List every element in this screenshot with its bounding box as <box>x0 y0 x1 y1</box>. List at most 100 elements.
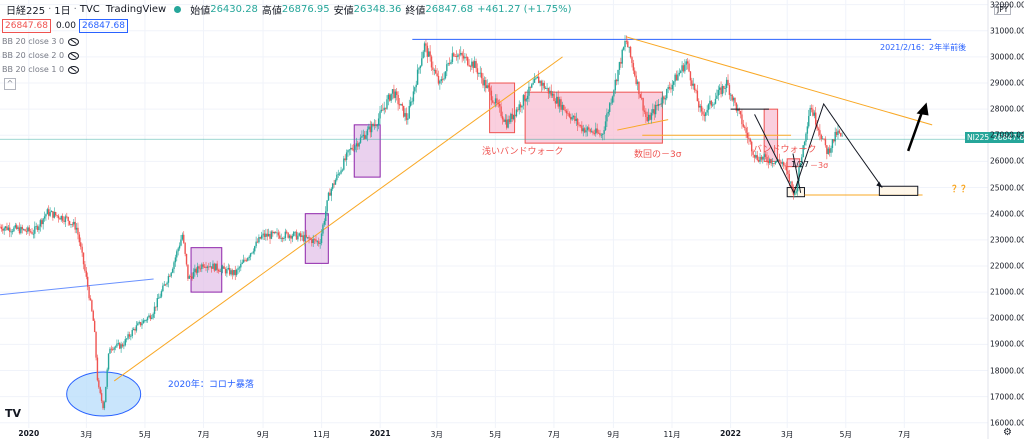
candle-body <box>496 98 498 104</box>
x-tick-label: 2022 <box>720 429 741 438</box>
candle-body <box>13 227 15 232</box>
indicator-bb-2[interactable]: BB 20 close 2 0 <box>2 51 80 60</box>
candle-body <box>742 124 745 127</box>
indicator-label: BB 20 close 3 0 <box>2 37 65 46</box>
candle-body <box>670 88 672 90</box>
candle-body <box>554 101 557 104</box>
gear-icon[interactable]: ⚙ <box>1003 427 1012 438</box>
candle-body <box>416 69 419 85</box>
candle-body <box>202 264 204 267</box>
candle-body <box>695 90 697 91</box>
candle-body <box>510 113 512 123</box>
candle-body <box>252 251 255 253</box>
symbol-name[interactable]: 日経225 <box>6 5 46 17</box>
candle-body <box>702 111 704 115</box>
candle-body <box>720 87 722 95</box>
candle-body <box>130 336 132 337</box>
eye-icon[interactable] <box>68 51 80 60</box>
candle-body <box>641 97 643 99</box>
candle-body <box>389 94 391 101</box>
y-tick-label: 18000.00 <box>990 366 1024 375</box>
candle-body <box>458 54 461 56</box>
candle-body <box>773 163 775 164</box>
indicator-label: BB 20 close 2 0 <box>2 51 65 60</box>
candle-body <box>68 221 71 225</box>
candle-body <box>771 163 774 164</box>
candle-body <box>29 231 32 233</box>
candle-body <box>759 156 761 162</box>
candle-body <box>439 81 441 84</box>
candle-body <box>64 216 67 222</box>
candle-body <box>238 267 241 269</box>
candle-body <box>647 114 650 121</box>
trend-line <box>0 278 154 296</box>
candle-body <box>454 56 456 57</box>
x-tick-label: 9月 <box>607 430 620 439</box>
sell-button[interactable]: 26847.68 <box>2 19 51 33</box>
candle-body <box>82 252 85 265</box>
candle-body <box>462 55 465 59</box>
candle-body <box>737 108 739 111</box>
low-label: 安値 <box>333 5 354 17</box>
spread-value: 0.00 <box>55 21 76 31</box>
candle-body <box>547 87 550 94</box>
candle-body <box>233 269 235 275</box>
candle-body <box>146 317 149 321</box>
candle-body <box>132 328 135 330</box>
candle-body <box>2 229 4 231</box>
currency-button[interactable]: JPY <box>994 4 1012 15</box>
candle-body <box>774 161 777 164</box>
candle-body <box>565 110 568 114</box>
candle-body <box>809 107 811 116</box>
candle-body <box>274 232 277 233</box>
candle-body <box>748 137 750 139</box>
candle-body <box>290 235 292 239</box>
candle-body <box>423 43 426 52</box>
indicator-bb-3[interactable]: BB 20 close 3 0 <box>2 37 80 46</box>
candle-body <box>223 266 225 269</box>
candle-body <box>741 114 743 125</box>
candle-body <box>334 180 337 185</box>
candle-body <box>18 227 21 234</box>
candle-body <box>782 162 785 166</box>
eye-icon[interactable] <box>68 65 80 74</box>
candle-body <box>67 217 69 222</box>
candle-body <box>103 402 106 409</box>
annotation-sigma: 数回の－3σ <box>634 150 682 160</box>
indicator-bb-1[interactable]: BB 20 close 1 0 <box>2 65 80 74</box>
candle-body <box>273 232 275 234</box>
candle-body <box>497 103 500 105</box>
candle-body <box>755 155 757 158</box>
candle-body <box>681 65 683 72</box>
candle-body <box>535 78 537 79</box>
candle-body <box>636 81 639 85</box>
candle-body <box>351 147 353 150</box>
candle-body <box>170 272 172 277</box>
candle-body <box>639 94 642 98</box>
buy-button[interactable]: 26847.68 <box>79 19 128 33</box>
candle-body <box>572 115 575 118</box>
candle-body <box>560 99 562 110</box>
tradingview-logo[interactable]: TV <box>5 407 22 420</box>
annotation-sigma-small: －3σ <box>810 161 829 170</box>
candle-body <box>432 67 434 70</box>
candle-body <box>180 239 182 246</box>
candle-body <box>336 174 338 181</box>
candle-body <box>309 238 312 240</box>
collapse-legend-icon[interactable]: ^ <box>4 78 16 90</box>
candle-body <box>610 102 612 104</box>
y-tick-label: 25000.00 <box>990 183 1024 193</box>
interval-label[interactable]: 1日 <box>54 5 71 17</box>
y-tick-label: 30000.00 <box>990 52 1024 62</box>
candle-body <box>88 286 90 299</box>
candle-body <box>817 128 820 131</box>
eye-icon[interactable] <box>68 37 80 46</box>
source-label: TVC <box>79 3 100 15</box>
candle-body <box>191 276 193 279</box>
candle-body <box>14 225 17 228</box>
high-value: 26876.95 <box>281 3 330 15</box>
candle-body <box>557 96 559 107</box>
candle-body <box>576 118 579 125</box>
candle-body <box>177 248 179 252</box>
